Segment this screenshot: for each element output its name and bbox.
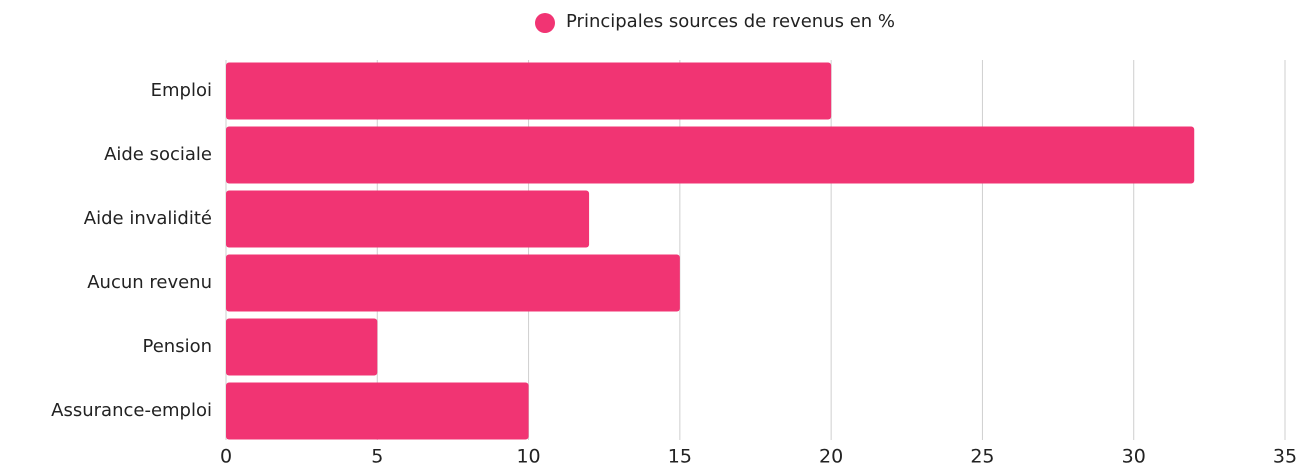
- x-tick-label: 15: [668, 446, 692, 468]
- y-tick-label: Aucun revenu: [87, 272, 212, 293]
- bar: [226, 62, 832, 120]
- bar: [226, 382, 529, 440]
- x-tick-label: 35: [1273, 446, 1297, 468]
- x-tick-label: 0: [220, 446, 232, 468]
- y-tick-label: Aide invalidité: [84, 208, 212, 229]
- bar: [226, 254, 680, 312]
- bar: [226, 126, 1195, 184]
- x-tick-label: 25: [970, 446, 994, 468]
- y-tick-label: Aide sociale: [104, 144, 212, 165]
- x-tick-label: 5: [371, 446, 383, 468]
- legend-label: Principales sources de revenus en %: [566, 11, 895, 32]
- bar: [226, 190, 590, 248]
- y-tick-label: Assurance-emploi: [51, 400, 212, 421]
- x-tick-label: 10: [516, 446, 540, 468]
- x-tick-label: 30: [1122, 446, 1146, 468]
- y-tick-label: Pension: [143, 336, 213, 357]
- legend-swatch: [535, 13, 555, 33]
- x-tick-label: 20: [819, 446, 843, 468]
- bar: [226, 318, 378, 376]
- y-tick-label: Emploi: [151, 80, 212, 101]
